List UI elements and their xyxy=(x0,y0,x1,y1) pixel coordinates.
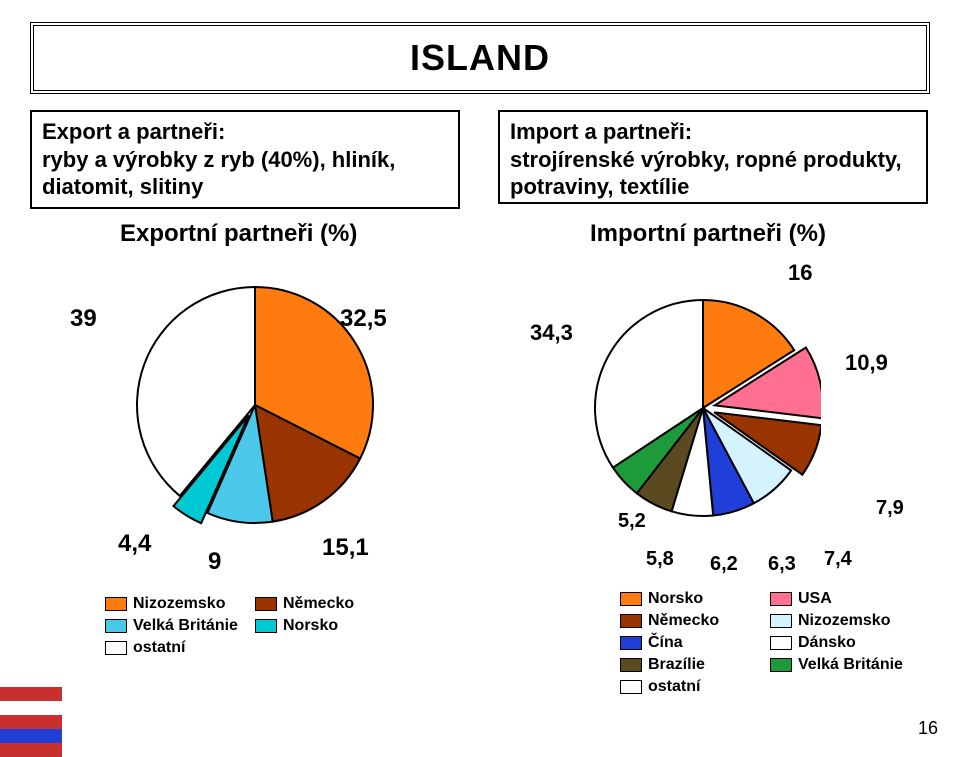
export-val-nemecko: 15,1 xyxy=(322,534,369,562)
legend-label: Norsko xyxy=(648,590,703,608)
legend-row: Německo Nizozemsko xyxy=(620,612,920,630)
legend-swatch xyxy=(255,619,277,633)
legend-swatch xyxy=(620,614,642,628)
legend-row: Brazílie Velká Británie xyxy=(620,656,920,674)
import-val-usa: 10,9 xyxy=(845,350,888,376)
legend-label: Nizozemsko xyxy=(798,612,890,630)
legend-label: Velká Británie xyxy=(798,656,903,674)
legend-item: Norsko xyxy=(255,617,405,635)
legend-item: Německo xyxy=(255,595,405,613)
legend-swatch xyxy=(770,614,792,628)
import-val-dansko: 6,2 xyxy=(710,553,738,576)
stripe-bar xyxy=(0,715,62,729)
export-desc-line2: ryby a výrobky z ryb (40%), hliník, diat… xyxy=(42,146,448,201)
title-frame: ISLAND xyxy=(30,22,930,94)
import-val-brazilie: 5,8 xyxy=(646,548,674,571)
legend-item: Dánsko xyxy=(770,634,920,652)
legend-label: Brazílie xyxy=(648,656,705,674)
legend-label: Německo xyxy=(283,595,354,613)
legend-label: Nizozemsko xyxy=(133,595,225,613)
legend-swatch xyxy=(255,597,277,611)
page-number: 16 xyxy=(918,718,938,739)
export-legend: Nizozemsko Německo Velká Británie Norsko ost… xyxy=(105,595,405,661)
export-val-norsko: 4,4 xyxy=(118,530,151,558)
legend-label: Čína xyxy=(648,634,683,652)
legend-item: Nizozemsko xyxy=(105,595,255,613)
legend-row: Velká Británie Norsko xyxy=(105,617,405,635)
import-val-norsko: 16 xyxy=(788,260,812,286)
legend-row: Norsko USA xyxy=(620,590,920,608)
stripe-bar xyxy=(0,743,62,757)
legend-row: Nizozemsko Německo xyxy=(105,595,405,613)
import-val-vb: 5,2 xyxy=(618,510,646,533)
export-val-ostatni: 39 xyxy=(70,305,97,333)
import-desc-line1: Import a partneři: xyxy=(510,118,916,146)
legend-swatch xyxy=(105,641,127,655)
stripe-bar xyxy=(0,701,62,715)
import-description-box: Import a partneři: strojírenské výrobky,… xyxy=(498,110,928,204)
footer-stripe xyxy=(0,687,62,757)
page-title: ISLAND xyxy=(410,37,550,79)
legend-swatch xyxy=(770,592,792,606)
legend-item: Velká Británie xyxy=(770,656,920,674)
legend-swatch xyxy=(620,680,642,694)
legend-label: Norsko xyxy=(283,617,338,635)
legend-label: ostatní xyxy=(648,678,700,696)
legend-item: Brazílie xyxy=(620,656,770,674)
legend-swatch xyxy=(770,658,792,672)
legend-swatch xyxy=(620,636,642,650)
legend-item: ostatní xyxy=(105,639,255,657)
import-val-ostatni: 34,3 xyxy=(530,320,573,346)
export-chart-title: Exportní partneři (%) xyxy=(120,220,357,248)
export-val-nizozemsko: 32,5 xyxy=(340,305,387,333)
import-pie-chart xyxy=(585,290,821,526)
legend-swatch xyxy=(770,636,792,650)
legend-item: Německo xyxy=(620,612,770,630)
stripe-bar xyxy=(0,729,62,743)
legend-item: Čína xyxy=(620,634,770,652)
legend-row: Čína Dánsko xyxy=(620,634,920,652)
import-val-cina: 6,3 xyxy=(768,553,796,576)
import-val-nizozemsko: 7,4 xyxy=(824,548,852,571)
legend-swatch xyxy=(105,619,127,633)
legend-row: ostatní xyxy=(105,639,405,657)
export-val-vb: 9 xyxy=(208,548,221,576)
legend-row: ostatní xyxy=(620,678,920,696)
legend-item: USA xyxy=(770,590,920,608)
legend-swatch xyxy=(620,592,642,606)
legend-label: ostatní xyxy=(133,639,185,657)
import-legend: Norsko USA Německo Nizozemsko Čína Dánsko Braz… xyxy=(620,590,920,700)
import-val-nemecko: 7,9 xyxy=(876,497,904,520)
legend-item: Norsko xyxy=(620,590,770,608)
legend-item: Velká Británie xyxy=(105,617,255,635)
import-desc-line2: strojírenské výrobky, ropné produkty, po… xyxy=(510,146,916,201)
legend-item: ostatní xyxy=(620,678,770,696)
legend-item: Nizozemsko xyxy=(770,612,920,630)
legend-label: Velká Británie xyxy=(133,617,238,635)
stripe-bar xyxy=(0,687,62,701)
import-chart-title: Importní partneři (%) xyxy=(590,220,826,248)
legend-swatch xyxy=(620,658,642,672)
legend-label: USA xyxy=(798,590,832,608)
export-description-box: Export a partneři: ryby a výrobky z ryb … xyxy=(30,110,460,209)
export-desc-line1: Export a partneři: xyxy=(42,118,448,146)
legend-label: Německo xyxy=(648,612,719,630)
legend-swatch xyxy=(105,597,127,611)
legend-label: Dánsko xyxy=(798,634,856,652)
